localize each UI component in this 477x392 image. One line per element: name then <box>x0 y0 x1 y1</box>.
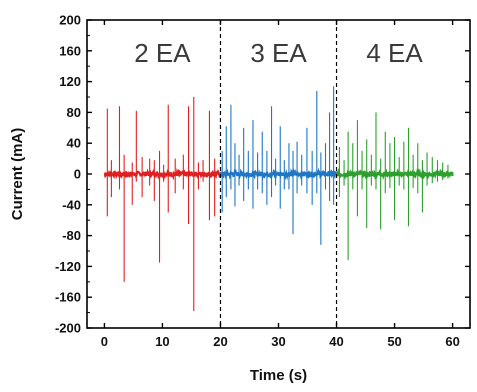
y-tick-label: -40 <box>62 197 81 212</box>
y-axis-label: Current (mA) <box>9 128 26 221</box>
x-tick-label: 30 <box>271 334 285 349</box>
y-tick-label: -160 <box>55 290 81 305</box>
series-3 <box>335 112 454 261</box>
y-tick-label: -120 <box>55 259 81 274</box>
x-tick-label: 40 <box>329 334 343 349</box>
y-tick-label: 120 <box>59 74 81 89</box>
x-tick-label: 50 <box>387 334 401 349</box>
y-tick-label: -200 <box>55 321 81 336</box>
x-tick-label: 20 <box>213 334 227 349</box>
region-label: 2 EA <box>134 38 191 68</box>
region-labels: 2 EA 3 EA 4 EA <box>134 38 423 68</box>
series-1 <box>103 97 222 312</box>
region-label: 3 EA <box>250 38 307 68</box>
y-tick-label: -80 <box>62 228 81 243</box>
region-label: 4 EA <box>366 38 423 68</box>
y-tick-label: 0 <box>74 167 81 182</box>
data-series-layer <box>103 86 454 312</box>
axis-ticks: 0 10 20 30 40 50 60 200 160 120 80 40 0 -40 -80 -120 -16… <box>55 13 470 349</box>
series-baseline <box>219 167 338 181</box>
y-tick-label: 160 <box>59 43 81 58</box>
series-2 <box>219 86 338 245</box>
y-tick-label: 40 <box>67 136 81 151</box>
region-dividers <box>219 20 338 328</box>
x-tick-label: 10 <box>155 334 169 349</box>
y-tick-label: 80 <box>67 105 81 120</box>
y-tick-label: 200 <box>59 13 81 28</box>
x-tick-label: 0 <box>101 334 108 349</box>
x-axis-label: Time (s) <box>250 367 307 384</box>
x-tick-label: 60 <box>445 334 459 349</box>
